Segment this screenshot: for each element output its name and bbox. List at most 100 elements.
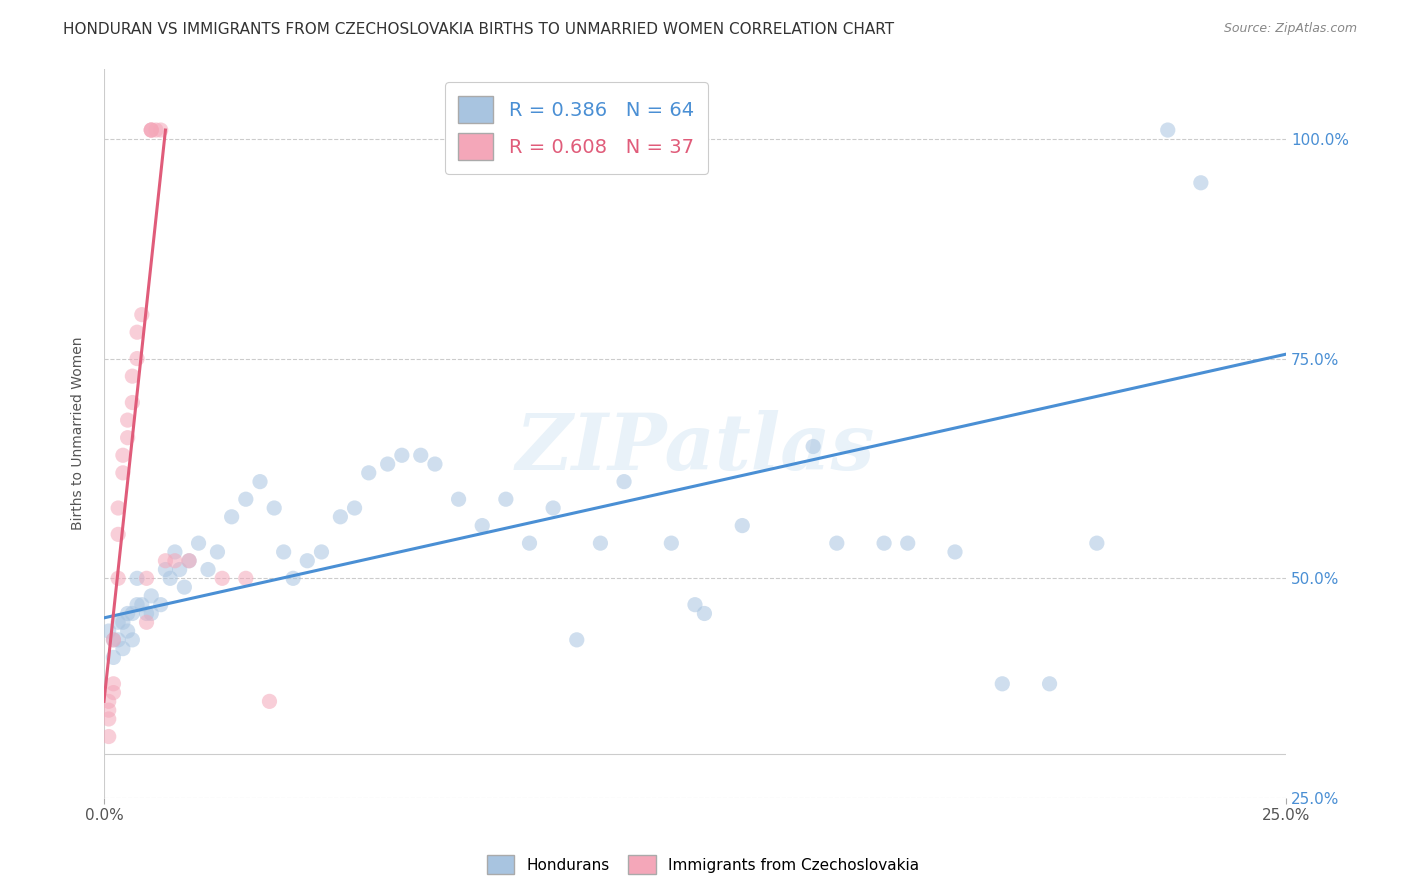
Point [423,457,446,471]
Point [107,632,129,647]
Point [659,536,682,550]
Point [235,492,257,507]
Point [97,712,120,726]
Point [297,554,319,568]
Point [135,607,157,621]
Point [565,632,588,647]
Point [281,571,304,585]
Point [127,325,149,339]
Point [103,632,125,647]
Point [103,685,125,699]
Point [897,536,920,550]
Point [131,598,153,612]
Point [135,615,157,630]
Point [103,677,125,691]
Point [155,554,177,568]
Point [135,571,157,585]
Point [117,413,139,427]
Y-axis label: Births to Unmarried Women: Births to Unmarried Women [72,336,86,530]
Point [343,501,366,516]
Point [111,615,134,630]
Point [731,518,754,533]
Point [447,492,470,507]
Point [311,545,333,559]
Point [117,624,139,638]
Point [117,607,139,621]
Point [187,536,209,550]
Point [131,308,153,322]
Point [141,589,163,603]
Point [211,571,233,585]
Point [111,466,134,480]
Point [873,536,896,550]
Point [683,598,706,612]
Point [107,501,129,516]
Point [259,694,281,708]
Point [155,562,177,576]
Text: HONDURAN VS IMMIGRANTS FROM CZECHOSLOVAKIA BIRTHS TO UNMARRIED WOMEN CORRELATION: HONDURAN VS IMMIGRANTS FROM CZECHOSLOVAK… [63,22,894,37]
Point [107,615,129,630]
Point [197,562,219,576]
Point [613,475,636,489]
Point [187,862,209,876]
Point [127,351,149,366]
Point [943,545,966,559]
Point [541,501,564,516]
Point [249,475,271,489]
Point [159,571,181,585]
Point [825,536,848,550]
Point [207,545,229,559]
Point [1157,123,1180,137]
Point [495,492,517,507]
Point [141,607,163,621]
Point [177,554,200,568]
Legend: R = 0.386   N = 64, R = 0.608   N = 37: R = 0.386 N = 64, R = 0.608 N = 37 [444,82,707,174]
Point [991,677,1014,691]
Point [127,571,149,585]
Point [163,554,186,568]
Point [357,466,380,480]
Point [141,123,163,137]
Point [97,703,120,717]
Point [149,598,172,612]
Point [471,518,494,533]
Point [97,694,120,708]
Point [107,571,129,585]
Point [97,730,120,744]
Point [221,509,243,524]
Point [377,457,399,471]
Point [149,123,172,137]
Point [141,123,163,137]
Point [173,580,195,594]
Point [177,554,200,568]
Point [111,641,134,656]
Point [169,562,191,576]
Point [409,448,432,462]
Point [121,632,143,647]
Point [111,448,134,462]
Point [103,650,125,665]
Point [1038,677,1060,691]
Point [1085,536,1108,550]
Point [589,536,612,550]
Text: ZIPatlas: ZIPatlas [515,409,875,486]
Point [141,123,163,137]
Point [121,369,143,384]
Point [103,632,125,647]
Point [693,607,716,621]
Point [329,509,352,524]
Point [97,624,120,638]
Point [117,431,139,445]
Point [519,536,541,550]
Text: Source: ZipAtlas.com: Source: ZipAtlas.com [1223,22,1357,36]
Point [1189,176,1212,190]
Point [263,501,285,516]
Point [127,598,149,612]
Legend: Hondurans, Immigrants from Czechoslovakia: Hondurans, Immigrants from Czechoslovaki… [481,849,925,880]
Point [391,448,413,462]
Point [121,607,143,621]
Point [121,395,143,409]
Point [221,853,243,867]
Point [163,545,186,559]
Point [273,545,295,559]
